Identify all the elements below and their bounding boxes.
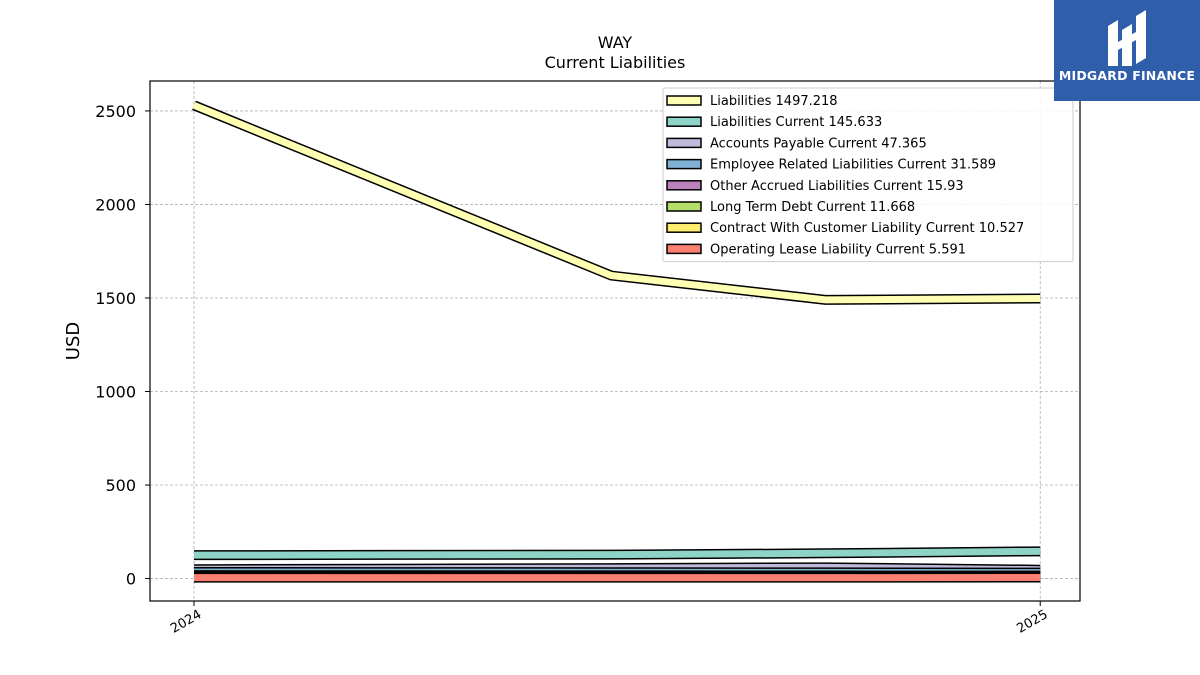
legend-entry: Long Term Debt Current 11.668 [710,200,915,215]
legend-swatch [666,158,702,170]
legend-entry: Employee Related Liabilities Current 31.… [710,158,996,173]
legend-entry: Operating Lease Liability Current 5.591 [710,242,966,257]
y-tick-label: 0 [126,570,136,589]
x-tick-label: 2025 [1014,607,1050,637]
x-tick-label: 2024 [168,607,204,637]
legend-swatch [666,95,702,106]
y-tick-label: 2500 [95,102,136,121]
legend-entry: Liabilities 1497.218 [710,94,838,109]
legend-swatch [666,116,702,127]
brand-logo: MIDGARD FINANCE [1054,0,1200,101]
series-group [192,100,1041,583]
legend-entry: Other Accrued Liabilities Current 15.93 [710,179,964,194]
y-tick-label: 500 [105,476,136,495]
series-line [192,102,1041,304]
legend-swatch [666,180,702,191]
y-axis-label: USD [63,322,84,360]
legend-entry: Liabilities Current 145.633 [710,115,882,130]
series-line [193,547,1041,559]
legend-swatch [666,243,702,255]
midgard-mark-icon [1108,10,1146,66]
legend-swatch [666,137,702,149]
legend-entry: Contract With Customer Liability Current… [710,221,1024,236]
plot-frame [149,80,1081,602]
y-tick-label: 1000 [95,383,136,402]
legend: Liabilities 1497.218 Liabilities Current … [662,87,1074,263]
brand-logo-text: MIDGARD FINANCE [1058,68,1196,83]
legend-box [662,87,1074,263]
chart-title: WAY [597,33,633,52]
legend-swatch [666,222,702,233]
chart-subtitle: Current Liabilities [544,53,686,72]
y-tick-label: 2000 [95,195,136,214]
series-liabilities-current [193,546,1041,561]
y-tick-label: 1500 [95,289,136,308]
legend-swatch [666,201,702,212]
legend-entry: Accounts Payable Current 47.365 [710,136,927,151]
series-liabilities [192,100,1041,305]
